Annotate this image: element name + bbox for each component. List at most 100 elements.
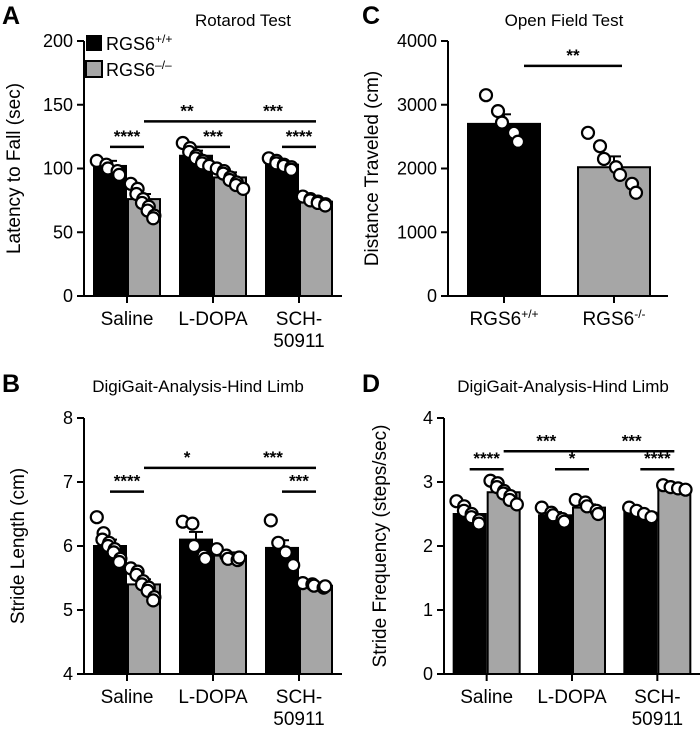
wt-data-point xyxy=(286,558,301,573)
y-tick-label: 4000 xyxy=(397,31,437,51)
y-tick-label: 1 xyxy=(423,600,433,620)
ko-data-point xyxy=(580,125,596,140)
significance-label: **** xyxy=(114,472,141,491)
y-tick-label: 50 xyxy=(53,222,73,242)
x-tick-label: 50911 xyxy=(273,709,324,730)
wt-bar xyxy=(538,514,572,676)
panel-d-stride-frequency-chart: DigiGait-Analysis-Hind Limb Stride Freque… xyxy=(370,377,700,730)
legend-label-wt: RGS6+/+ xyxy=(106,32,172,54)
wt-data-point xyxy=(284,162,299,177)
wt-data-point xyxy=(89,510,104,525)
significance-label: ** xyxy=(566,46,580,65)
panel-b-stride-length-chart: DigiGait-Analysis-Hind Limb Stride Length… xyxy=(8,377,342,730)
x-tick-label: SCH- xyxy=(634,687,680,708)
y-tick-label: 8 xyxy=(63,408,73,428)
x-tick-label: 50911 xyxy=(632,709,683,730)
y-tick-label: 100 xyxy=(43,159,73,179)
y-tick-label: 200 xyxy=(43,31,73,51)
wt-data-point xyxy=(490,104,506,119)
y-axis-label: Distance Traveled (cm) xyxy=(362,71,383,266)
significance-label: *** xyxy=(536,431,556,450)
significance-label: ** xyxy=(180,101,194,120)
wt-data-point xyxy=(510,134,526,149)
wt-data-point xyxy=(271,535,286,550)
x-tick-label: SCH- xyxy=(276,687,322,708)
legend: RGS6+/+ RGS6–/– xyxy=(85,32,172,80)
wt-data-point xyxy=(185,516,200,531)
x-tick-label: RGS6-/- xyxy=(582,307,645,330)
significance-label: **** xyxy=(644,449,671,468)
x-tick-label: L-DOPA xyxy=(537,687,607,708)
y-tick-label: 0 xyxy=(423,664,433,684)
wt-bar xyxy=(179,154,213,297)
ko-bar xyxy=(572,506,606,675)
y-tick-label: 0 xyxy=(63,286,73,306)
y-tick-label: 3000 xyxy=(397,95,437,115)
wt-data-point xyxy=(112,554,127,570)
panel-a-rotarod-chart: Rotarod Test Latency to Fall (sec) 0 50 100 1… xyxy=(4,11,342,352)
wt-data-point xyxy=(186,538,202,554)
y-tick-label: 2 xyxy=(423,536,433,556)
x-tick-label: L-DOPA xyxy=(178,687,248,708)
y-axis-label: Latency to Fall (sec) xyxy=(4,83,25,254)
x-tick-label: Saline xyxy=(101,309,154,330)
significance-label: *** xyxy=(622,431,642,450)
y-tick-label: 150 xyxy=(43,95,73,115)
y-axis-label: Stride Frequency (steps/sec) xyxy=(370,425,391,668)
y-tick-label: 5 xyxy=(63,600,73,620)
significance-label: * xyxy=(184,448,191,467)
ko-bar xyxy=(213,554,247,675)
chart-title: Open Field Test xyxy=(505,11,624,30)
chart-title: DigiGait-Analysis-Hind Limb xyxy=(92,377,304,396)
chart-title: DigiGait-Analysis-Hind Limb xyxy=(457,377,669,396)
y-axis-label: Stride Length (cm) xyxy=(8,468,29,624)
wt-data-point xyxy=(478,88,494,103)
ko-data-point xyxy=(591,506,606,522)
wt-data-point xyxy=(263,513,278,528)
ko-bar xyxy=(486,491,521,675)
ko-data-point xyxy=(146,211,161,226)
ko-data-point xyxy=(318,198,333,213)
wt-bar xyxy=(93,164,127,297)
y-tick-label: 2000 xyxy=(397,159,437,179)
wt-bar xyxy=(623,511,658,675)
legend-swatch-wt xyxy=(86,35,102,51)
ko-data-point xyxy=(232,550,247,565)
significance-label: *** xyxy=(289,472,309,491)
wt-data-point xyxy=(557,514,572,529)
y-tick-label: 7 xyxy=(63,472,73,492)
ko-data-point xyxy=(612,167,628,182)
y-tick-label: 1000 xyxy=(397,222,437,242)
y-tick-label: 3 xyxy=(423,472,433,492)
wt-data-point xyxy=(644,510,659,525)
y-tick-label: 6 xyxy=(63,536,73,556)
x-tick-label: SCH- xyxy=(276,309,322,330)
ko-data-point xyxy=(318,579,333,594)
significance-label: **** xyxy=(473,449,500,468)
ko-bar xyxy=(657,487,692,675)
x-tick-label: Saline xyxy=(101,687,154,708)
significance-label: *** xyxy=(203,127,223,146)
legend-swatch-ko xyxy=(85,60,103,78)
panel-letter-d: D xyxy=(362,370,380,398)
wt-bar xyxy=(452,513,487,675)
wt-data-point xyxy=(471,516,486,531)
x-tick-label: Saline xyxy=(460,687,513,708)
ko-data-point xyxy=(678,482,693,497)
ko-bar xyxy=(299,200,333,297)
significance-label: *** xyxy=(263,448,283,467)
ko-bar xyxy=(127,583,161,676)
panel-letter-b: B xyxy=(2,370,20,398)
y-tick-label: 0 xyxy=(427,286,437,306)
wt-data-point xyxy=(198,551,213,566)
wt-data-point xyxy=(494,115,510,130)
wt-data-point xyxy=(278,545,293,560)
ko-data-point xyxy=(209,542,224,557)
ko-data-point xyxy=(236,181,251,196)
ko-data-point xyxy=(592,139,608,154)
ko-data-point xyxy=(596,151,612,167)
x-tick-label: L-DOPA xyxy=(178,309,248,330)
ko-bar xyxy=(299,584,333,675)
ko-data-point xyxy=(146,593,161,608)
